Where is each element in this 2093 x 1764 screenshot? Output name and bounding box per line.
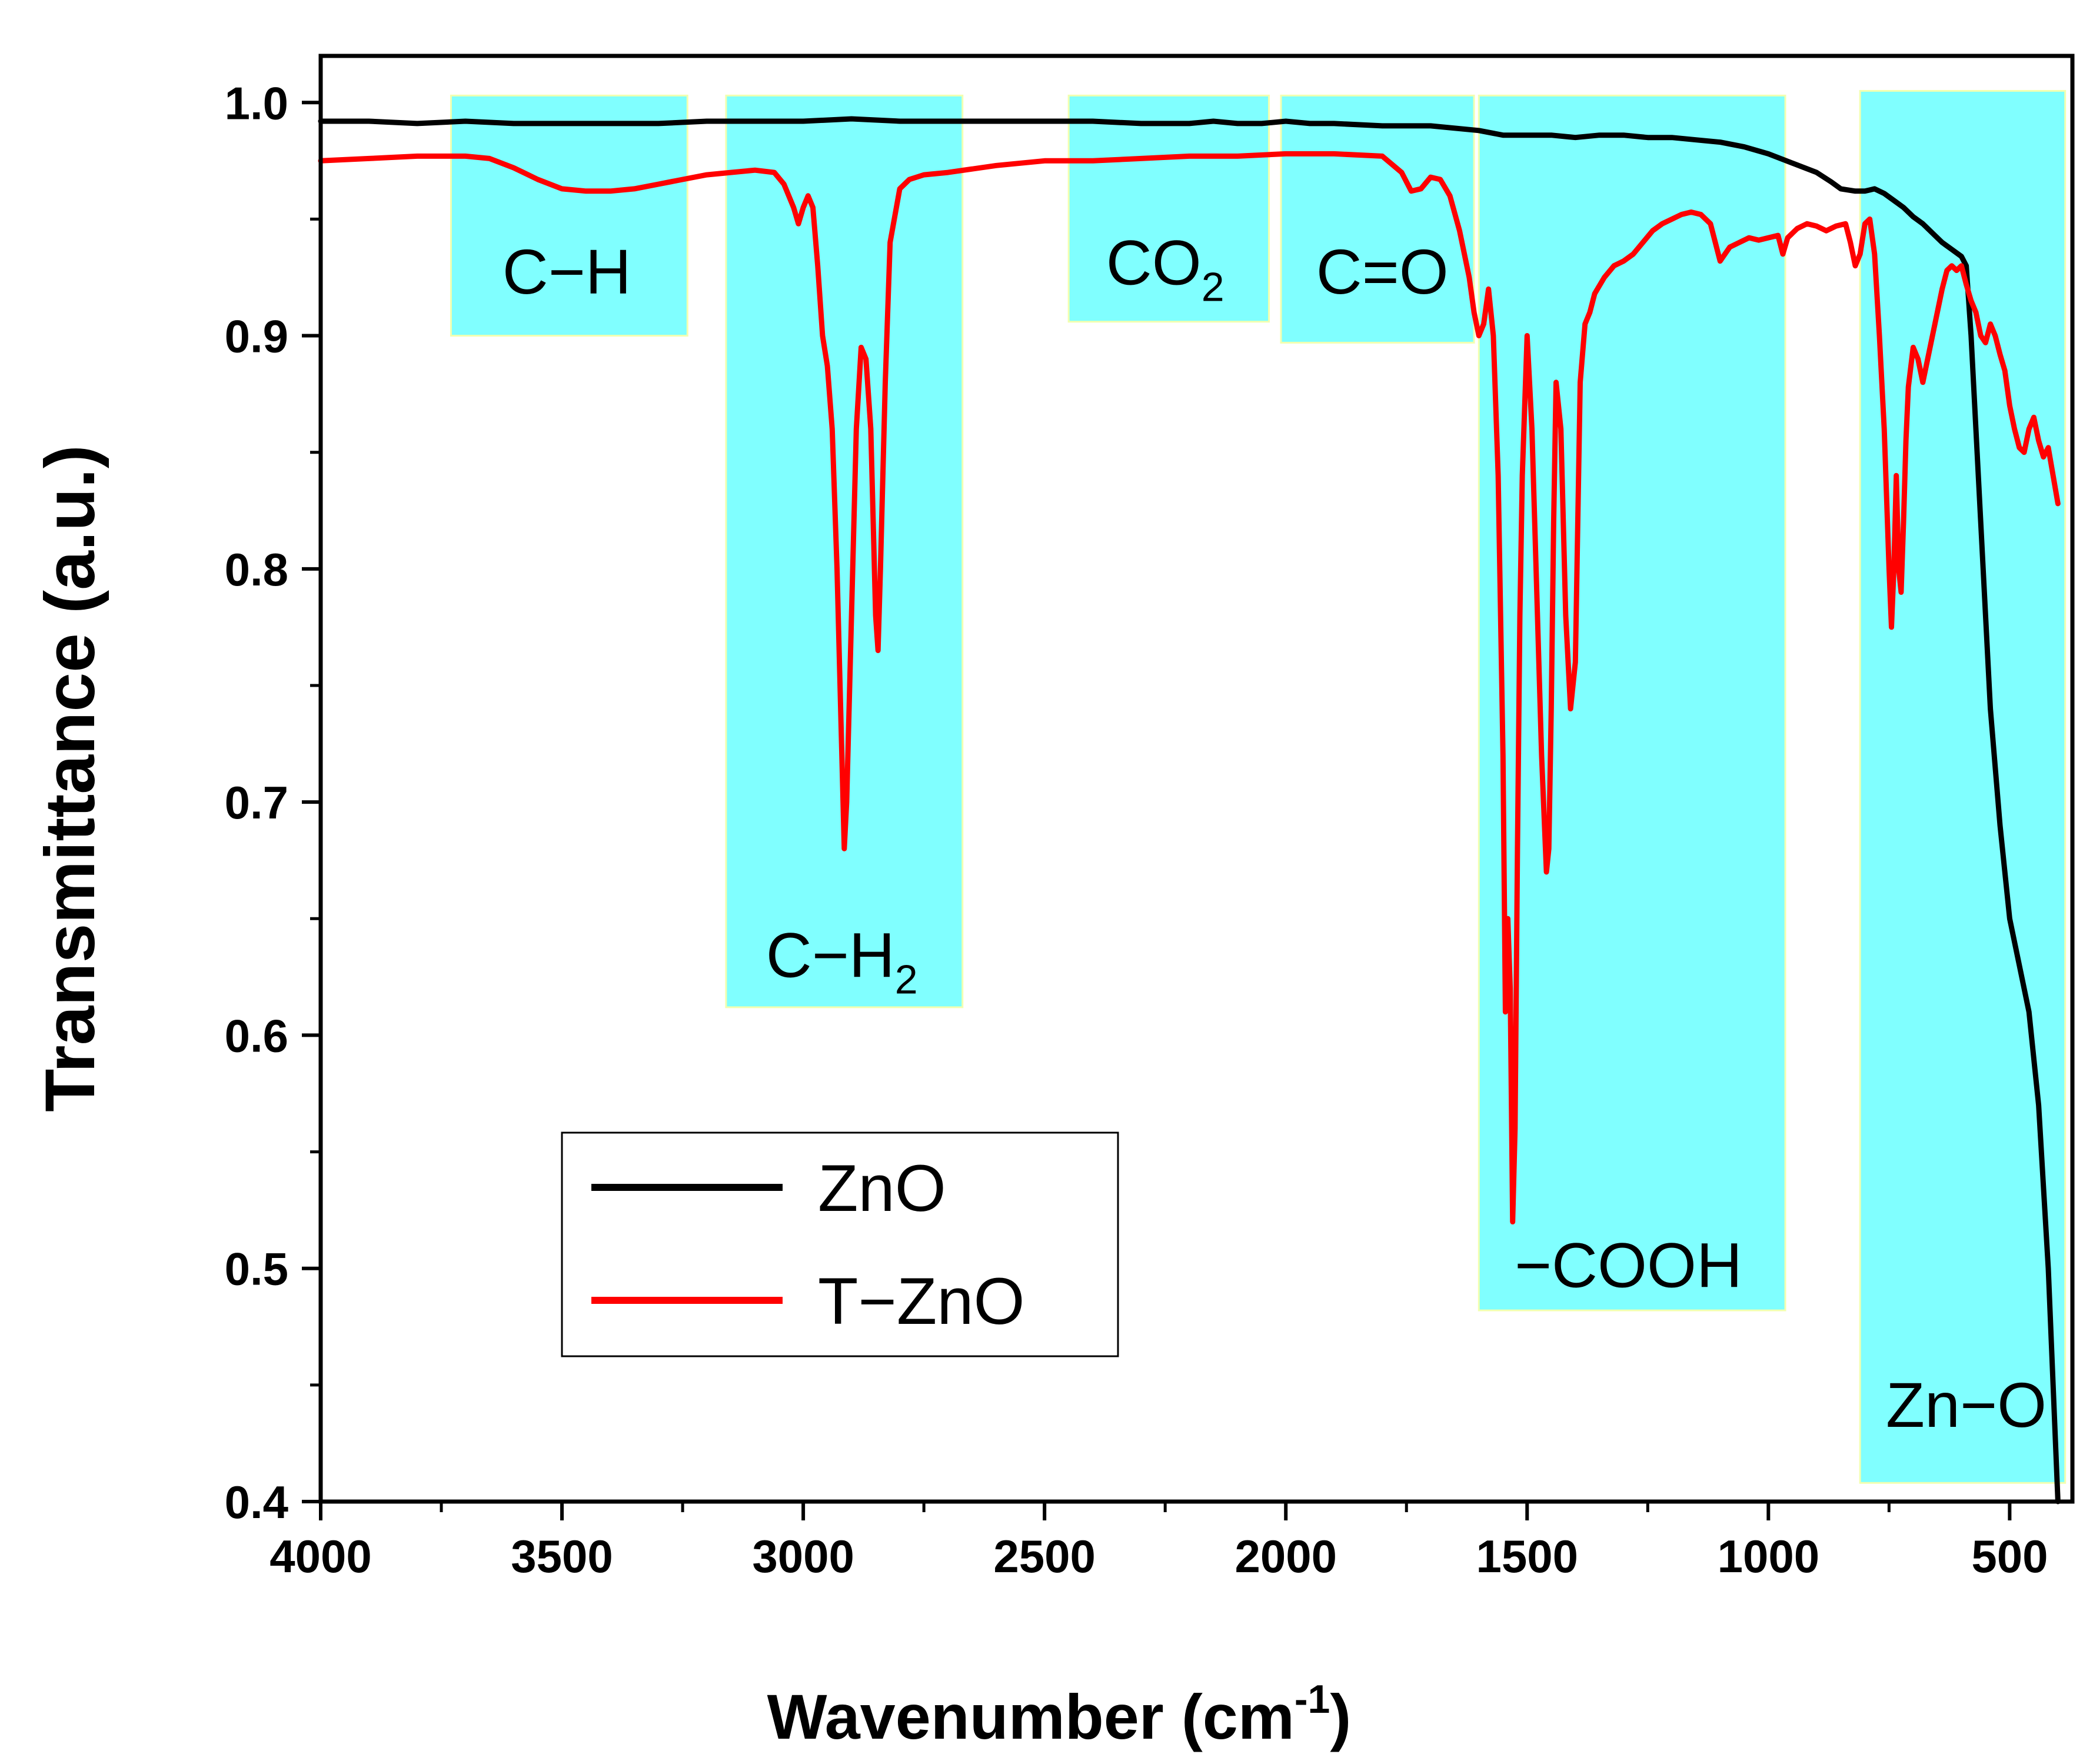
band-label-c-h: C−H — [503, 236, 631, 307]
plot-frame — [318, 54, 2075, 1504]
x-axis: 4000 3500 3000 2500 2000 1500 1000 500 — [269, 1502, 2048, 1582]
y-tick-label: 0.4 — [225, 1476, 288, 1528]
band-label-text: C=O — [1316, 236, 1449, 307]
y-tick-label: 0.8 — [225, 544, 288, 595]
band-region-zn-o — [1859, 89, 2067, 1484]
y-tick-label: 1.0 — [225, 77, 288, 129]
band-region-co2 — [1067, 94, 1270, 323]
x-tick-label: 2000 — [1234, 1530, 1337, 1582]
series-line-t-zno — [318, 151, 2061, 1224]
band-label-zn-o: Zn−O — [1886, 1369, 2047, 1440]
x-axis-title: Wavenumber (cm-1) — [767, 1677, 1352, 1752]
x-tick-label: 2500 — [993, 1530, 1096, 1582]
band-label-text: C−H — [766, 919, 895, 990]
band-region-c-o — [1280, 94, 1475, 344]
x-tick-label: 1500 — [1476, 1530, 1579, 1582]
band-label-text: C−H — [503, 236, 631, 307]
legend-label-zno: ZnO — [818, 1151, 946, 1225]
x-tick-label: 3000 — [752, 1530, 854, 1582]
legend-box — [561, 1131, 1119, 1357]
legend: ZnO T−ZnO — [561, 1131, 1119, 1357]
band-label-c-o: C=O — [1316, 236, 1449, 307]
band-label-subscript: 2 — [895, 956, 918, 1002]
band-label-subscript: 2 — [1202, 264, 1224, 309]
x-tick-label: 500 — [1971, 1530, 2048, 1582]
y-axis: 0.4 0.5 0.6 0.7 0.8 0.9 1.0 — [225, 77, 321, 1528]
y-tick-label: 0.7 — [225, 777, 288, 828]
x-axis-title-main: Wavenumber (cm — [767, 1681, 1295, 1752]
x-tick-label: 1000 — [1718, 1530, 1820, 1582]
band-label-text: −COOH — [1515, 1229, 1742, 1300]
y-axis-title: Transmittance (a.u.) — [31, 445, 109, 1112]
band-region-cooh — [1478, 94, 1786, 1312]
x-tick-label: 4000 — [269, 1530, 372, 1582]
x-axis-title-superscript: -1 — [1295, 1677, 1330, 1722]
y-tick-label: 0.5 — [225, 1243, 288, 1295]
band-label-text: CO — [1106, 227, 1202, 298]
band-label-c-h2: C−H2 — [766, 919, 918, 1002]
band-regions — [450, 89, 2067, 1484]
band-region-c-h — [450, 94, 688, 337]
band-label-cooh: −COOH — [1515, 1229, 1742, 1300]
series-lines — [318, 116, 2061, 1505]
band-region-c-h2 — [725, 94, 964, 1009]
x-axis-title-close: ) — [1330, 1681, 1351, 1752]
band-label-co2: CO2 — [1106, 227, 1224, 309]
band-label-text: Zn−O — [1886, 1369, 2047, 1440]
x-tick-label: 3500 — [511, 1530, 613, 1582]
y-tick-label: 0.6 — [225, 1010, 288, 1061]
series-line-zno — [318, 116, 2061, 1505]
legend-label-t-zno: T−ZnO — [818, 1264, 1025, 1338]
y-tick-label: 0.9 — [225, 311, 288, 362]
